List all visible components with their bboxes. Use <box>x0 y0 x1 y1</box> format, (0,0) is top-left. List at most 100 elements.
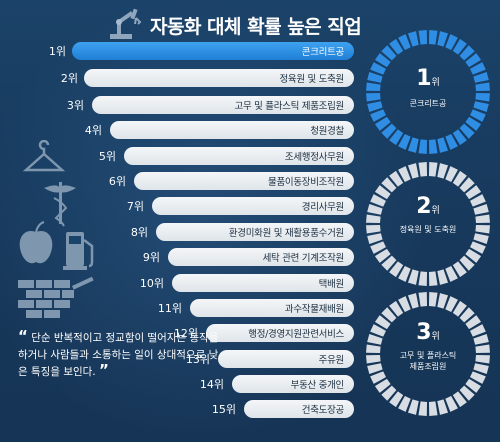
ring-segment <box>374 185 391 200</box>
ring-segment <box>428 292 438 307</box>
ring-segment <box>398 266 411 282</box>
ring-segment <box>428 162 438 177</box>
rank-bar: 주유원 <box>218 350 354 368</box>
ring-segment <box>370 194 386 207</box>
ring-rank-digit: 3 <box>416 320 432 345</box>
list-item: 10위 택배원 <box>0 274 360 292</box>
ring-segment <box>470 371 486 384</box>
ring-segment <box>367 333 383 345</box>
rank-number: 8위 <box>130 226 148 239</box>
ring-segment <box>459 177 475 193</box>
rank-number: 11위 <box>157 302 182 315</box>
ring-segment <box>381 177 397 193</box>
ring-rank-suffix: 위 <box>431 206 440 216</box>
ring-segment <box>437 399 449 415</box>
job-label: 조세행정사무원 <box>284 152 344 163</box>
list-item: 11위 과수작물재배원 <box>0 299 360 317</box>
rank-bar: 부동산 중개인 <box>232 375 354 393</box>
ring-rank-number: 1위 <box>362 66 494 91</box>
ring-segment <box>366 344 381 354</box>
ring-segment <box>381 385 397 401</box>
ring-segment <box>452 300 467 317</box>
list-item: 1위 콘크리트공 <box>0 42 360 60</box>
ring-segment <box>381 255 397 271</box>
list-item: 13위 주유원 <box>0 350 360 368</box>
ring-segment <box>459 45 475 61</box>
rank-number: 2위 <box>60 72 78 85</box>
rank-bar: 청원경찰 <box>110 121 354 139</box>
ring-segment <box>370 62 386 75</box>
brick-wall-icon <box>18 276 94 318</box>
ring-segment <box>367 203 383 215</box>
ring-segment <box>398 166 411 182</box>
ring-segment <box>398 396 411 412</box>
rank-bar: 세탁 관련 기계조작원 <box>168 248 354 266</box>
job-label: 과수작물재배원 <box>284 304 344 315</box>
ring-segment <box>475 214 490 224</box>
job-label: 경리사무원 <box>301 202 345 213</box>
ring-rank-digit: 2 <box>416 194 432 219</box>
ring-segment <box>370 109 386 122</box>
rank-number: 10위 <box>139 277 164 290</box>
list-item: 6위 물품이동장비조작원 <box>0 172 360 190</box>
list-item: 12위 행정/경영지원관련서비스 <box>0 324 360 342</box>
ring-segment <box>470 241 486 254</box>
ring-segment <box>475 344 490 354</box>
ring-segment <box>459 255 475 271</box>
ring-segment <box>428 139 438 154</box>
list-item: 7위 경리사무원 <box>0 197 360 215</box>
ring-segment <box>418 401 428 416</box>
list-item: 3위 고무 및 플라스틱 제품조립원 <box>0 96 360 114</box>
rank-bar: 경리사무원 <box>152 197 354 215</box>
ring-segment <box>367 71 383 83</box>
rank-bar: 조세행정사무원 <box>124 147 354 165</box>
ring-segment <box>398 134 411 150</box>
rank-number: 3위 <box>66 99 84 112</box>
list-item: 4위 청원경찰 <box>0 121 360 139</box>
ring-segment <box>367 233 383 245</box>
ring-segment <box>389 38 404 55</box>
quote-text: 단순 반복적이고 정교함이 떨어지는 동작을 하거나 사람들과 소통하는 일이 … <box>18 332 219 378</box>
ring-segment <box>428 401 438 416</box>
ring-segment <box>452 261 467 278</box>
list-item: 2위 정육원 및 도축원 <box>0 69 360 87</box>
job-label: 행정/경영지원관련서비스 <box>248 329 344 340</box>
ring-segment <box>374 378 391 393</box>
highlight-ring-3: 3위 고무 및 플라스틱 제품조립원 <box>362 288 494 420</box>
job-label: 콘크리트공 <box>301 47 345 58</box>
ring-segment <box>470 194 486 207</box>
ring-segment <box>366 214 381 224</box>
ring-segment <box>465 53 482 68</box>
ring-segment <box>428 271 438 286</box>
ring-segment <box>407 137 419 153</box>
rank-bar: 콘크리트공 <box>72 42 354 60</box>
ring-segment <box>381 307 397 323</box>
ring-rank-digit: 1 <box>416 66 432 91</box>
ring-segment <box>366 224 381 234</box>
job-label: 택배원 <box>318 279 345 290</box>
ring-segment <box>366 92 381 102</box>
ring-segment <box>475 82 490 92</box>
open-quote-mark: “ <box>18 327 28 345</box>
rank-bar: 정육원 및 도축원 <box>84 69 354 87</box>
ring-segment <box>437 269 449 285</box>
ring-segment <box>452 129 467 146</box>
ring-segment <box>465 185 482 200</box>
rank-bar: 과수작물재배원 <box>190 299 354 317</box>
ring-segment <box>452 170 467 187</box>
list-item: 5위 조세행정사무원 <box>0 147 360 165</box>
job-label: 주유원 <box>318 355 345 366</box>
ring-segment <box>452 391 467 408</box>
list-item: 8위 환경미화원 및 재활용품수거원 <box>0 223 360 241</box>
ring-segment <box>445 266 458 282</box>
rank-number: 6위 <box>108 175 126 188</box>
ring-segment <box>407 293 419 309</box>
job-label: 청원경찰 <box>310 126 344 137</box>
ring-segment <box>470 324 486 337</box>
ring-segment <box>374 53 391 68</box>
ring-segment <box>381 123 397 139</box>
rank-number: 13위 <box>185 353 210 366</box>
ring-segment <box>475 354 490 364</box>
job-label: 건축도장공 <box>301 405 345 416</box>
ring-segment <box>459 385 475 401</box>
